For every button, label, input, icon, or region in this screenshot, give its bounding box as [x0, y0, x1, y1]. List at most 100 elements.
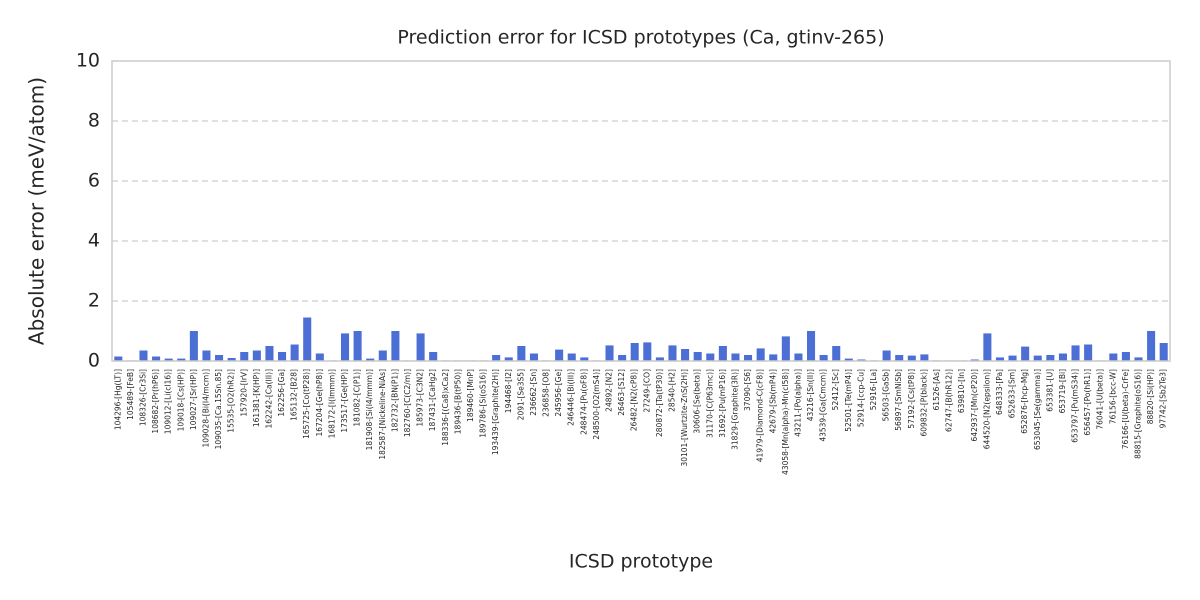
- x-tick-label: 185973-[C3N2]: [416, 369, 425, 427]
- x-tick-label: 653381-[U]: [1045, 369, 1054, 412]
- x-tick-label: 52916-[La]: [869, 369, 878, 410]
- bar: [744, 355, 753, 361]
- bar: [618, 355, 627, 361]
- x-tick-label: 56503-[GaSb]: [882, 369, 891, 421]
- bar: [1008, 355, 1017, 361]
- bar: [655, 357, 664, 361]
- bar: [177, 358, 186, 361]
- bar: [995, 357, 1004, 361]
- x-tick-label: 43211-[Po(alpha)]: [793, 369, 802, 437]
- bar: [227, 358, 236, 361]
- x-tick-label: 162242-[Ca(III)]: [264, 369, 273, 429]
- bar: [794, 353, 803, 361]
- x-tick-label: 246446-[Bi(III)]: [567, 369, 576, 426]
- bar: [152, 356, 161, 361]
- x-tick-label: 76156-[bcc-W]: [1108, 369, 1117, 424]
- bar: [252, 350, 261, 361]
- x-tick-label: 97742-[Sb2Te3]: [1159, 369, 1168, 428]
- bar: [882, 350, 891, 361]
- bar: [844, 358, 853, 361]
- x-tick-label: 104296-[Hg(LT)]: [113, 369, 122, 430]
- x-tick-label: 181082-[C(P1)]: [353, 369, 362, 427]
- plot-frame: [111, 60, 1171, 362]
- x-tick-label: 609832-[P(black)]: [919, 369, 928, 437]
- bar: [290, 344, 299, 361]
- x-tick-label: 648333-[Pa]: [995, 369, 1004, 415]
- bar: [265, 346, 274, 361]
- bar: [630, 343, 639, 361]
- bar: [1033, 355, 1042, 361]
- x-tick-label: 157920-[IrV]: [239, 369, 248, 417]
- bar: [240, 352, 249, 361]
- y-tick-label: 0: [88, 350, 100, 372]
- x-tick-label: 236858-[O8]: [542, 369, 551, 417]
- x-tick-label: 57192-[Cs(tP8)]: [907, 369, 916, 429]
- bar: [378, 350, 387, 361]
- y-tick-label: 6: [88, 170, 100, 192]
- x-tick-label: 248500-[O2(mS4)]: [592, 369, 601, 440]
- x-tick-label: 26482-[N2(cP8)]: [630, 369, 639, 431]
- x-tick-label: 109018-[Cs(HP)]: [176, 369, 185, 431]
- x-tick-label: 181908-[Si(I4/mmm)]: [365, 369, 374, 450]
- bar: [303, 317, 312, 361]
- x-tick-label: 105489-[FeB]: [126, 369, 135, 420]
- bar: [215, 355, 224, 361]
- y-tick-label: 10: [76, 50, 100, 72]
- x-tick-label: 31692-[Pu(mP16)]: [718, 369, 727, 438]
- x-tick-label: 161381-[K(HP)]: [252, 369, 261, 427]
- bar: [278, 352, 287, 361]
- bar: [555, 349, 564, 361]
- bar: [1021, 346, 1030, 361]
- bar: [391, 331, 400, 361]
- x-tick-label: 168172-[I(Immm)]: [327, 369, 336, 438]
- x-tick-label: 108682-[Pr(hP6)]: [151, 369, 160, 434]
- bar: [1147, 331, 1156, 361]
- x-tick-label: 108326-[Cr3Si]: [138, 369, 147, 426]
- bar: [580, 357, 589, 361]
- x-tick-label: 15535-[O2(hR2)]: [227, 369, 236, 433]
- x-tick-label: 109027-[Sr(HP)]: [189, 369, 198, 430]
- x-tick-label: 30606-[Se(beta)]: [693, 369, 702, 434]
- x-tick-label: 28540-[H2]: [667, 369, 676, 412]
- bar: [416, 333, 425, 361]
- x-tick-label: 61526-[As]: [932, 369, 941, 411]
- x-tick-label: 52501-[Te(mP4)]: [844, 369, 853, 432]
- bar: [504, 357, 513, 361]
- x-tick-label: 56897-[SmNiSb]: [894, 369, 903, 431]
- x-tick-label: 43539-[Ga(Cmcm)]: [819, 369, 828, 442]
- bar: [819, 355, 828, 361]
- bar: [315, 353, 324, 361]
- x-tick-label: 52412-[Sc]: [831, 369, 840, 410]
- bar: [718, 346, 727, 361]
- x-tick-label: 109035-[Ca.15Sn.85]: [214, 369, 223, 449]
- bar: [681, 349, 690, 361]
- x-tick-label: 43216-[Sn(II)]: [806, 369, 815, 421]
- x-tick-label: 165725-[Co(tP28)]: [302, 369, 311, 439]
- x-tick-label: 37090-[S6]: [743, 369, 752, 411]
- x-tick-label: 644520-[N2(epsilon)]: [982, 369, 991, 449]
- x-tick-label: 52914-[ccp-Cu]: [856, 369, 865, 427]
- x-tick-label: 653045-[Se(gamma)]: [1033, 369, 1042, 450]
- x-tick-label: 30101-[Wurtzite-ZnS(2H)]: [680, 369, 689, 467]
- bar: [517, 346, 526, 361]
- x-tick-label: 189460-[MnP]: [466, 369, 475, 422]
- bar: [920, 354, 929, 361]
- x-tick-label: 189436-[B(tP50)]: [453, 369, 462, 434]
- x-tick-label: 31829-[Graphite(3R)]: [730, 369, 739, 450]
- bar: [189, 331, 198, 361]
- chart-title: Prediction error for ICSD prototypes (Ca…: [397, 27, 884, 49]
- bar: [807, 331, 816, 361]
- bar: [1109, 353, 1118, 361]
- x-tick-label: 76166-[U(beta)-CrFe]: [1121, 369, 1130, 449]
- bar: [492, 355, 501, 361]
- x-tick-label: 76041-[U(beta)]: [1096, 369, 1105, 430]
- bar: [353, 331, 362, 361]
- bar: [668, 345, 677, 361]
- x-tick-label: 2091-[Se3S5]: [516, 369, 525, 420]
- bar: [164, 358, 173, 361]
- bar: [1046, 355, 1055, 361]
- x-tick-label: 652633-[Sm]: [1008, 369, 1017, 418]
- x-tick-label: 248474-[Pu(oF8)]: [579, 369, 588, 435]
- bar: [1134, 357, 1143, 361]
